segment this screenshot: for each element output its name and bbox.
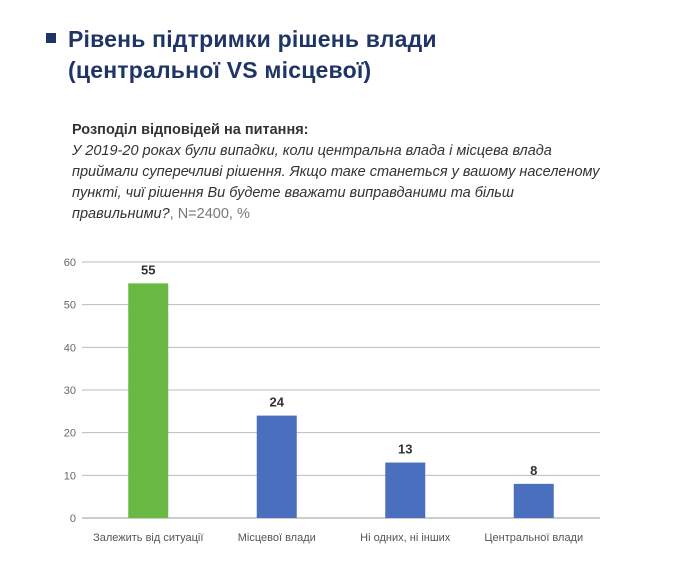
data-label: 13: [398, 442, 412, 457]
data-label: 55: [141, 262, 155, 277]
question-block: Розподіл відповідей на питання: У 2019-2…: [72, 120, 612, 225]
data-label: 24: [270, 395, 285, 410]
sample-note: , N=2400, %: [169, 206, 250, 222]
x-tick-label: Місцевої влади: [238, 532, 316, 544]
bar: [513, 483, 554, 518]
question-text: У 2019-20 роках були випадки, коли центр…: [72, 143, 600, 222]
bar: [256, 415, 297, 518]
page-title: Рівень підтримки рішень влади (центральн…: [68, 24, 437, 86]
title-bullet-icon: [46, 33, 56, 43]
y-tick-label: 30: [64, 385, 76, 397]
y-tick-label: 10: [64, 470, 76, 482]
title-line-1: Рівень підтримки рішень влади: [68, 26, 437, 52]
y-tick-label: 40: [64, 342, 76, 354]
bar: [128, 283, 169, 518]
bar: [385, 462, 426, 518]
x-tick-label: Центральної влади: [484, 532, 583, 544]
title-line-2: (центральної VS місцевої): [68, 57, 372, 83]
x-tick-label: Залежить від ситуації: [93, 532, 203, 544]
y-tick-label: 0: [70, 513, 76, 525]
y-tick-label: 60: [64, 257, 76, 269]
x-tick-label: Ні одних, ні інших: [360, 532, 451, 544]
y-tick-label: 20: [64, 428, 76, 440]
data-label: 8: [530, 463, 537, 478]
question-label: Розподіл відповідей на питання:: [72, 122, 309, 138]
y-tick-label: 50: [64, 300, 76, 312]
